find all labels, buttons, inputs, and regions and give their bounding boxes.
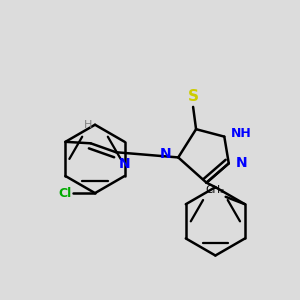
Text: NH: NH <box>231 127 252 140</box>
Text: N: N <box>235 156 247 170</box>
Text: H: H <box>83 120 92 130</box>
Text: N: N <box>160 148 172 161</box>
Text: S: S <box>188 89 199 104</box>
Text: CH₃: CH₃ <box>205 185 224 195</box>
Text: Cl: Cl <box>58 187 71 200</box>
Text: N: N <box>119 157 130 171</box>
